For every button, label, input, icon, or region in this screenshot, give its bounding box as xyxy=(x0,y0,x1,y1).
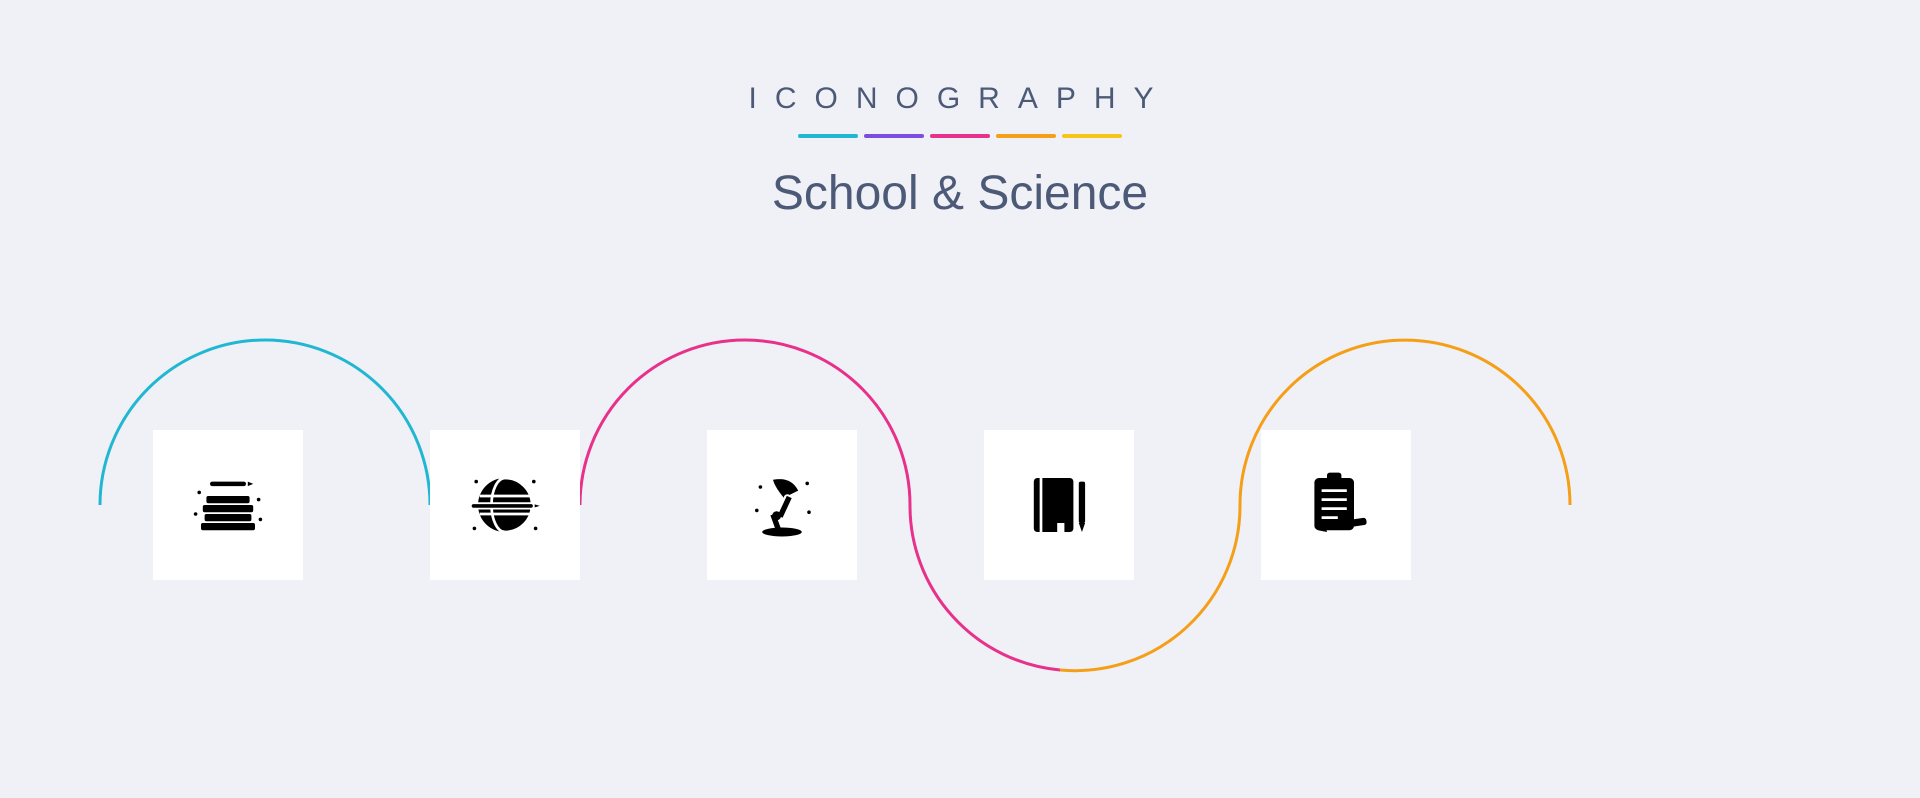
desk-lamp-icon xyxy=(737,460,827,550)
tile-globe xyxy=(430,430,580,580)
books-stack-icon xyxy=(183,460,273,550)
tile-books xyxy=(153,430,303,580)
icon-tiles xyxy=(0,0,1920,798)
tile-lamp xyxy=(707,430,857,580)
tile-notebook xyxy=(984,430,1134,580)
tile-clipboard xyxy=(1261,430,1411,580)
globe-pencil-icon xyxy=(460,460,550,550)
clipboard-pencil-icon xyxy=(1291,460,1381,550)
notebook-pencil-icon xyxy=(1014,460,1104,550)
